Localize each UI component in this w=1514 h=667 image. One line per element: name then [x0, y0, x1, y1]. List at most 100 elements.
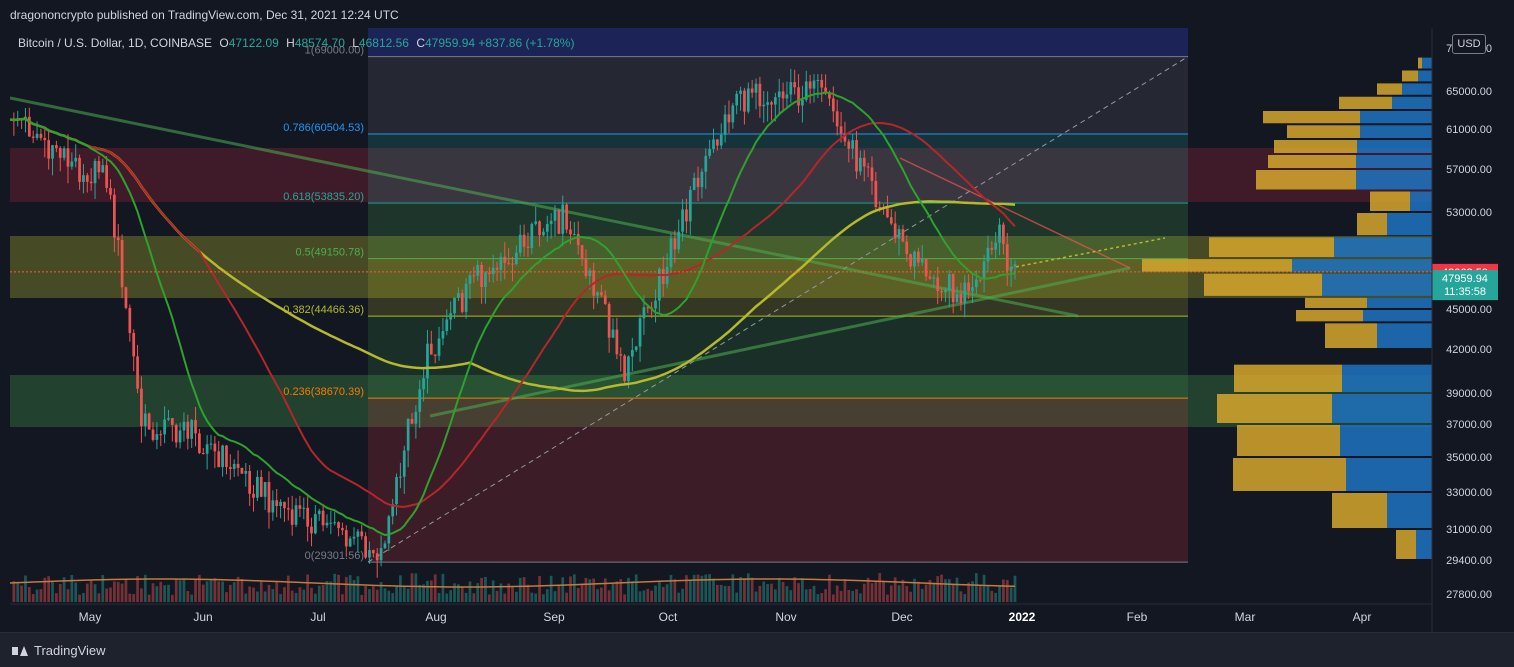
volume-bar — [661, 586, 665, 602]
candle-body — [739, 90, 742, 94]
volume-bar — [781, 581, 785, 602]
candle-body — [785, 94, 789, 99]
candle-body — [66, 148, 70, 167]
downtrend-line — [10, 96, 1079, 318]
currency-button[interactable]: USD — [1452, 34, 1486, 54]
candle-body — [754, 83, 758, 93]
candle-body — [816, 79, 820, 81]
volume-bar — [982, 574, 986, 602]
volume-bar — [201, 584, 205, 602]
volume-bar — [515, 591, 518, 602]
volume-bar — [178, 580, 182, 602]
volume-bar — [20, 585, 23, 602]
volume-profile-sell — [1287, 125, 1360, 138]
candle-body — [727, 114, 731, 123]
volume-bar — [302, 589, 306, 602]
volume-profile-buy — [1367, 297, 1432, 308]
volume-bar — [538, 575, 541, 602]
symbol-legend: Bitcoin / U.S. Dollar, 1D, COINBASE O471… — [18, 36, 574, 50]
volume-bar — [51, 580, 54, 602]
candle-body — [178, 430, 182, 443]
chart-background — [0, 28, 1514, 632]
price-chart[interactable]: 1(69000.00) 0.786(60504.53) 0.618(53835.20… — [0, 28, 1514, 632]
volume-bar — [511, 586, 514, 602]
volume-bar — [360, 594, 364, 602]
volume-bar — [986, 585, 990, 602]
candle-body — [143, 413, 147, 427]
volume-bar — [132, 594, 136, 602]
candle-body — [433, 354, 437, 356]
candle-body — [576, 234, 580, 246]
candle-body — [39, 133, 43, 138]
candle-body — [352, 536, 356, 539]
candle-body — [190, 420, 194, 439]
candle-body — [596, 292, 599, 296]
candle-body — [654, 300, 657, 309]
candle-body — [978, 279, 982, 281]
candle-body — [232, 463, 236, 469]
candle-body — [920, 258, 924, 263]
volume-bar — [1009, 587, 1013, 602]
candle-body — [793, 82, 797, 88]
candle-body — [402, 450, 406, 477]
volume-bar — [78, 594, 81, 602]
candle-body — [603, 295, 607, 304]
candle-body — [97, 161, 101, 173]
volume-bar — [727, 585, 731, 602]
volume-bar — [143, 574, 147, 602]
candle-body — [553, 209, 557, 221]
fib-retracement[interactable]: 1(69000.00) 0.786(60504.53) 0.618(53835.20… — [283, 28, 1189, 563]
candle-body — [495, 267, 499, 270]
low-value: 46812.56 — [358, 36, 409, 50]
volume-bar — [97, 593, 101, 602]
volume-profile-buy — [1416, 530, 1432, 559]
volume-profile-buy — [1360, 111, 1432, 124]
candle-body — [89, 181, 93, 184]
candle-body — [170, 418, 174, 425]
candle-body — [746, 88, 750, 112]
time-tick: Feb — [1127, 610, 1148, 624]
volume-bar — [39, 589, 43, 602]
volume-bar — [712, 578, 715, 602]
candle-body — [105, 165, 108, 188]
volume-bar — [256, 591, 259, 602]
volume-bar — [820, 593, 824, 602]
volume-bar — [681, 588, 684, 602]
candle-body — [681, 209, 684, 232]
volume-bar — [93, 584, 97, 602]
volume-profile-buy — [1360, 125, 1432, 138]
fib-band — [368, 133, 1188, 204]
candle-body — [642, 307, 646, 319]
candle-body — [673, 238, 677, 250]
time-tick: Nov — [775, 610, 796, 624]
volume-bar — [545, 589, 549, 602]
volume-bar — [422, 584, 425, 602]
volume-profile-buy — [1340, 425, 1432, 456]
candle-body — [35, 133, 39, 138]
fib-level-label: 1(69000.00) — [305, 45, 364, 57]
volume-bar — [758, 585, 762, 602]
volume-profile-sell — [1418, 57, 1422, 69]
volume-bar — [932, 582, 936, 602]
volume-bar — [607, 590, 611, 602]
candle-body — [418, 389, 422, 412]
candle-body — [716, 139, 719, 146]
candle-body — [1005, 244, 1009, 271]
volume-profile-buy — [1357, 140, 1432, 153]
trend-lines[interactable] — [10, 96, 1166, 418]
tradingview-logo[interactable]: TradingView — [12, 643, 106, 658]
candle-body — [835, 111, 839, 127]
volume-bar — [944, 579, 947, 602]
volume-profile-buy — [1356, 155, 1432, 168]
volume-bars — [10, 573, 1017, 602]
candle-body — [712, 139, 715, 150]
volume-bar — [167, 584, 170, 602]
volume-profile — [1142, 57, 1432, 559]
candle-body — [808, 81, 812, 89]
volume-bar — [348, 575, 352, 602]
volume-bar — [967, 582, 970, 602]
volume-bar — [248, 586, 252, 602]
candle-body — [263, 482, 267, 497]
candle-body — [55, 145, 58, 149]
